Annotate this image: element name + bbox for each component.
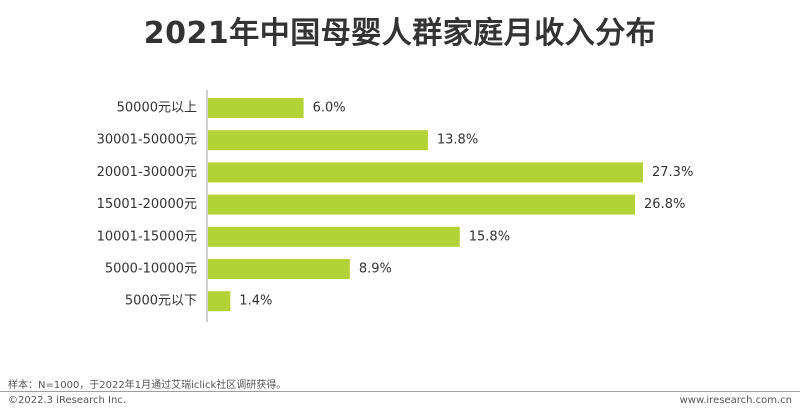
bar	[208, 226, 460, 247]
category-label: 30001-50000元	[97, 133, 197, 148]
bar	[208, 194, 636, 215]
chart-title: 2021年中国母婴人群家庭月收入分布	[143, 16, 657, 51]
category-label: 15001-20000元	[97, 197, 197, 212]
data-label: 15.8%	[469, 229, 510, 244]
data-label: 26.8%	[644, 197, 685, 212]
bar	[208, 291, 231, 312]
data-label: 27.3%	[652, 165, 693, 180]
sample-footnote: 样本：N=1000，于2022年1月通过艾瑞iclick社区调研获得。	[8, 380, 287, 391]
data-label: 6.0%	[313, 101, 346, 116]
data-label: 1.4%	[239, 294, 272, 309]
bar-chart: 50000元以上 6.0% 30001-50000元 13.8% 20001-30000…	[97, 90, 693, 322]
category-label: 20001-30000元	[97, 165, 197, 180]
bar	[208, 130, 428, 151]
copyright-text: ©2022.3 iResearch Inc.	[8, 395, 126, 406]
category-label: 5000元以下	[125, 294, 197, 309]
footer-divider	[0, 391, 800, 392]
data-label: 8.9%	[359, 262, 392, 277]
category-label: 10001-15000元	[97, 229, 197, 244]
bar	[208, 259, 350, 279]
bar	[208, 162, 643, 183]
category-label: 5000-10000元	[105, 262, 197, 277]
website-link[interactable]: www.iresearch.com.cn	[679, 395, 792, 406]
data-label: 13.8%	[437, 133, 478, 148]
bar	[208, 98, 304, 118]
category-label: 50000元以上	[117, 101, 197, 116]
